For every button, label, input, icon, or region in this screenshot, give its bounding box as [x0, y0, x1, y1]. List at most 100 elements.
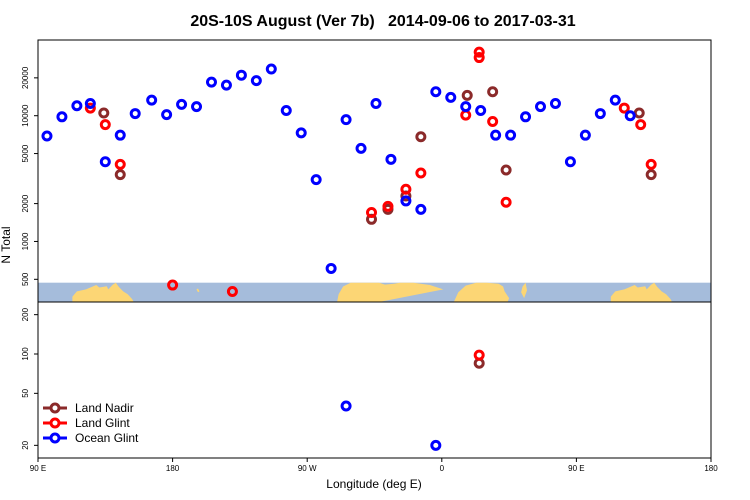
land-glint-point-bottom-0 — [473, 349, 485, 361]
map-land-south-america — [337, 282, 444, 302]
land-nadir-point-top-7 — [487, 86, 499, 98]
top-panel-points — [41, 46, 657, 297]
bottom-panel-points — [340, 349, 485, 451]
ocean-glint-point-top-12 — [220, 79, 232, 91]
land-glint-point-top-7 — [400, 183, 412, 195]
top-y-tick-label-1: 1000 — [21, 232, 30, 250]
ocean-glint-point-top-15 — [265, 63, 277, 75]
land-glint-point-top-10 — [473, 52, 485, 64]
land-glint-point-top-15 — [635, 119, 647, 131]
map-land-australia-repeat — [610, 282, 673, 302]
ocean-glint-point-top-14 — [250, 75, 262, 87]
x-axis-title: Longitude (deg E) — [326, 477, 421, 491]
legend-label-land-nadir: Land Nadir — [75, 401, 134, 415]
land-glint-point-top-12 — [487, 115, 499, 127]
bottom-y-tick-label-0: 20 — [21, 440, 30, 449]
ocean-glint-point-top-21 — [355, 142, 367, 154]
land-glint-point-top-8 — [415, 167, 427, 179]
ocean-glint-point-top-1 — [56, 111, 68, 123]
legend-label-ocean-glint: Ocean Glint — [75, 431, 139, 445]
x-tick-label-1: 180 — [166, 464, 180, 473]
x-tick-label-5: 180 — [704, 464, 718, 473]
top-panel-frame — [37, 39, 712, 303]
top-y-tick-label-0: 500 — [21, 272, 30, 286]
land-nadir-point-top-0 — [98, 107, 110, 119]
legend-label-land-glint: Land Glint — [75, 416, 130, 430]
ocean-glint-point-top-24 — [400, 195, 412, 207]
legend-marker-land-glint — [49, 417, 61, 429]
land-glint-point-top-11 — [473, 46, 485, 58]
land-glint-point-top-14 — [618, 102, 630, 114]
land-nadir-point-top-1 — [114, 169, 126, 181]
x-tick-label-3: 0 — [440, 464, 445, 473]
ocean-glint-point-top-5 — [114, 129, 126, 141]
ocean-glint-point-top-17 — [295, 127, 307, 139]
ocean-glint-point-top-11 — [205, 76, 217, 88]
ocean-glint-point-top-34 — [549, 98, 561, 110]
ocean-glint-point-top-6 — [129, 108, 141, 120]
land-glint-point-top-16 — [645, 158, 657, 170]
land-nadir-point-top-10 — [645, 169, 657, 181]
ocean-glint-point-top-9 — [176, 98, 188, 110]
map-band — [38, 282, 711, 302]
ocean-glint-point-top-31 — [505, 129, 517, 141]
land-glint-point-top-1 — [99, 119, 111, 131]
bottom-y-tick-label-3: 200 — [21, 307, 30, 321]
land-nadir-point-top-6 — [461, 89, 473, 101]
legend-marker-land-nadir — [49, 402, 61, 414]
land-nadir-point-top-9 — [633, 107, 645, 119]
land-nadir-point-top-5 — [415, 131, 427, 143]
top-y-tick-label-2: 2000 — [21, 194, 30, 212]
ocean-glint-point-top-32 — [520, 111, 532, 123]
land-glint-point-top-5 — [366, 206, 378, 218]
ocean-glint-point-top-39 — [624, 110, 636, 122]
ocean-glint-point-top-10 — [191, 101, 203, 113]
x-tick-label-0: 90 E — [30, 464, 46, 473]
ocean-glint-point-top-2 — [71, 100, 83, 112]
ocean-glint-point-top-38 — [609, 94, 621, 106]
ocean-glint-point-top-37 — [594, 108, 606, 120]
ocean-glint-point-top-27 — [445, 91, 457, 103]
ocean-glint-point-top-18 — [310, 174, 322, 186]
land-nadir-point-top-8 — [500, 164, 512, 176]
top-y-tick-label-3: 5000 — [21, 144, 30, 162]
x-tick-label-2: 90 W — [298, 464, 317, 473]
tick-marks: 90 E 180 90 W 0 90 E 180 500 1000 2000 5000 10000 2… — [21, 66, 718, 473]
x-tick-label-4: 90 E — [568, 464, 584, 473]
land-glint-point-top-3 — [167, 279, 179, 291]
land-glint-point-top-13 — [500, 196, 512, 208]
top-y-tick-label-4: 10000 — [21, 104, 30, 127]
ocean-glint-point-top-22 — [370, 98, 382, 110]
top-y-tick-label-5: 20000 — [21, 66, 30, 89]
land-glint-point-top-4 — [226, 285, 238, 297]
map-land-australia — [72, 282, 134, 302]
ocean-glint-point-top-3 — [84, 98, 96, 110]
ocean-glint-point-top-25 — [415, 203, 427, 215]
ocean-glint-point-top-30 — [490, 129, 502, 141]
ocean-glint-point-top-13 — [235, 69, 247, 81]
land-glint-point-top-0 — [84, 102, 96, 114]
map-land-island — [196, 288, 200, 293]
ocean-glint-point-bottom-0 — [340, 400, 352, 412]
axes — [37, 39, 712, 459]
ocean-glint-point-top-28 — [460, 101, 472, 113]
bottom-panel-frame — [37, 301, 712, 459]
y-axis-title: N Total — [0, 226, 13, 263]
bottom-y-tick-label-1: 50 — [21, 388, 30, 397]
map-land-madagascar — [521, 282, 527, 299]
ocean-glint-point-top-20 — [340, 114, 352, 126]
map-land-africa — [453, 282, 510, 302]
land-glint-point-top-9 — [460, 109, 472, 121]
ocean-glint-point-top-26 — [430, 86, 442, 98]
ocean-glint-point-top-33 — [535, 101, 547, 113]
ocean-glint-point-top-8 — [161, 109, 173, 121]
ocean-glint-point-top-35 — [564, 156, 576, 168]
ocean-glint-point-top-29 — [475, 105, 487, 117]
bottom-y-tick-label-2: 100 — [21, 347, 30, 361]
ocean-glint-point-top-36 — [579, 129, 591, 141]
ocean-glint-point-top-4 — [99, 156, 111, 168]
ocean-glint-point-top-0 — [41, 130, 53, 142]
chart-title: 20S-10S August (Ver 7b) 2014-09-06 to 20… — [190, 13, 575, 30]
